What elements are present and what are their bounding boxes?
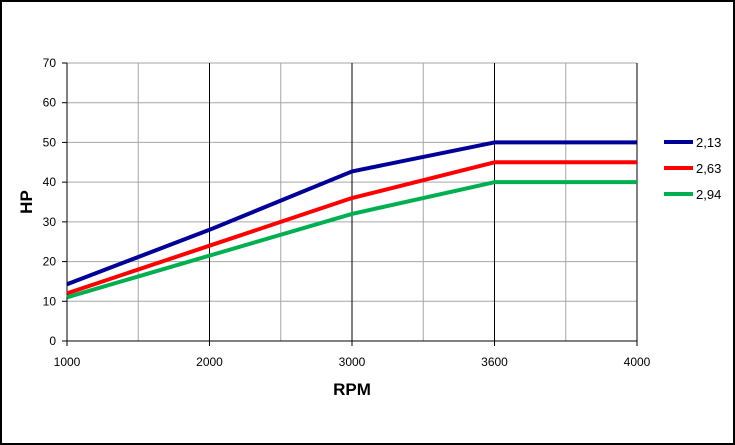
x-tick-label: 1000 <box>54 355 81 369</box>
legend: 2,13 2,63 2,94 <box>664 135 721 202</box>
legend-label-1: 2,13 <box>696 135 721 150</box>
tick-labels: 0 10 20 30 40 50 60 70 1000 2000 3000 3600 4000 <box>43 56 651 369</box>
series-line-1 <box>66 140 637 287</box>
y-tick-label: 70 <box>43 56 57 70</box>
y-axis-title: HP <box>17 190 36 214</box>
axes <box>62 62 638 346</box>
x-tick-label: 2000 <box>196 355 223 369</box>
y-tick-label: 40 <box>43 175 57 189</box>
series-line-3 <box>66 180 637 300</box>
x-tick-label: 3000 <box>339 355 366 369</box>
x-tick-label: 4000 <box>624 355 651 369</box>
x-axis-title: RPM <box>333 380 371 399</box>
y-tick-label: 10 <box>43 294 57 308</box>
major-grid <box>209 63 638 341</box>
x-tick-label: 3600 <box>481 355 508 369</box>
y-tick-label: 50 <box>43 135 57 149</box>
series-lines <box>66 140 637 300</box>
y-tick-label: 0 <box>49 334 56 348</box>
legend-label-3: 2,94 <box>696 187 721 202</box>
y-tick-label: 60 <box>43 96 57 110</box>
y-tick-label: 30 <box>43 215 57 229</box>
legend-label-2: 2,63 <box>696 161 721 176</box>
series-line-2 <box>66 160 637 296</box>
y-tick-label: 20 <box>43 255 57 269</box>
